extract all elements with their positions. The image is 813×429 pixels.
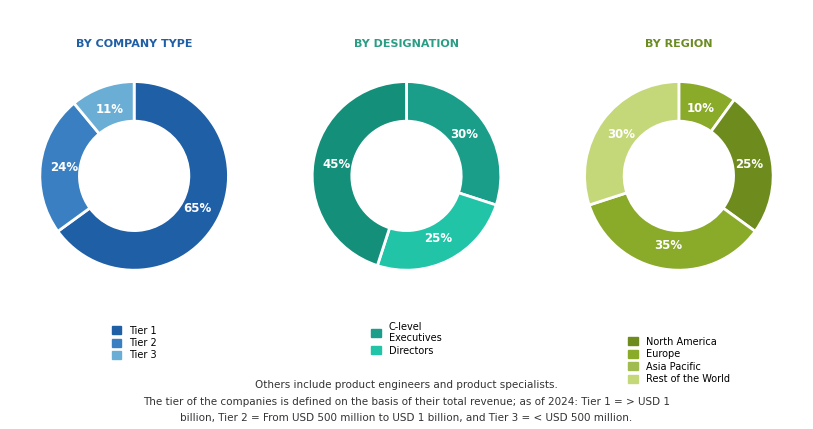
Text: 24%: 24%: [50, 160, 78, 173]
Wedge shape: [589, 193, 755, 270]
Text: 35%: 35%: [654, 239, 682, 252]
Circle shape: [624, 121, 733, 231]
Circle shape: [80, 121, 189, 231]
Title: BY REGION: BY REGION: [645, 39, 713, 49]
Wedge shape: [312, 82, 406, 266]
Text: 25%: 25%: [735, 158, 763, 171]
Text: billion, Tier 2 = From USD 500 million to USD 1 billion, and Tier 3 = < USD 500 : billion, Tier 2 = From USD 500 million t…: [180, 413, 633, 423]
Wedge shape: [679, 82, 734, 132]
Wedge shape: [377, 193, 496, 270]
Legend: North America, Europe, Asia Pacific, Rest of the World: North America, Europe, Asia Pacific, Res…: [624, 333, 733, 388]
Circle shape: [352, 121, 461, 231]
Legend: Tier 1, Tier 2, Tier 3: Tier 1, Tier 2, Tier 3: [107, 322, 161, 364]
Text: 45%: 45%: [323, 158, 350, 171]
Title: BY DESIGNATION: BY DESIGNATION: [354, 39, 459, 49]
Wedge shape: [74, 82, 134, 134]
Legend: C-level
Executives, Directors: C-level Executives, Directors: [367, 318, 446, 360]
Wedge shape: [58, 82, 228, 270]
Text: 10%: 10%: [687, 102, 715, 115]
Text: 25%: 25%: [424, 233, 453, 245]
Text: 30%: 30%: [450, 128, 478, 141]
Text: 65%: 65%: [183, 202, 211, 214]
Wedge shape: [40, 103, 99, 231]
Title: BY COMPANY TYPE: BY COMPANY TYPE: [76, 39, 193, 49]
Text: The tier of the companies is defined on the basis of their total revenue; as of : The tier of the companies is defined on …: [143, 397, 670, 407]
Text: Others include product engineers and product specialists.: Others include product engineers and pro…: [255, 380, 558, 390]
Text: 30%: 30%: [607, 128, 636, 141]
Wedge shape: [406, 82, 501, 205]
Wedge shape: [585, 82, 679, 205]
Text: 11%: 11%: [96, 103, 124, 116]
Wedge shape: [711, 100, 773, 231]
